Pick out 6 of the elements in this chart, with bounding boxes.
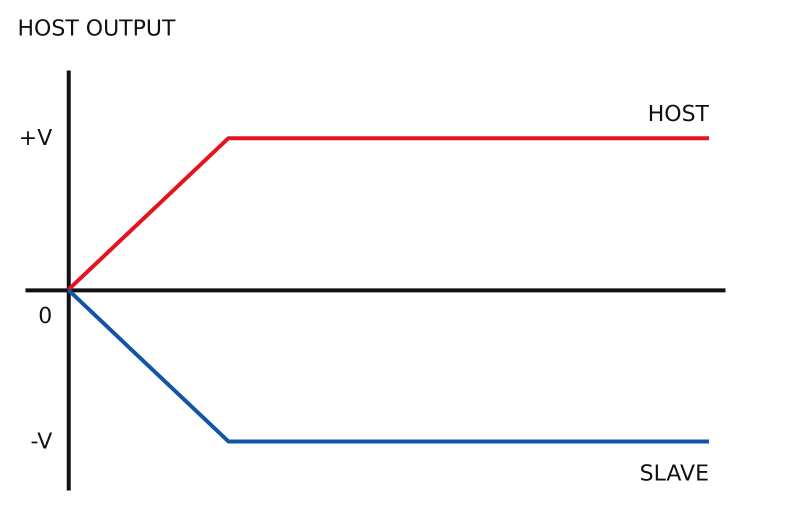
series-label: HOST xyxy=(648,102,710,128)
series-label: SLAVE xyxy=(640,461,709,486)
annotation: -V xyxy=(30,429,52,454)
annotation: +V xyxy=(18,126,52,152)
annotation: 0 xyxy=(38,304,52,329)
y-axis-title: HOST OUTPUT xyxy=(18,16,176,42)
